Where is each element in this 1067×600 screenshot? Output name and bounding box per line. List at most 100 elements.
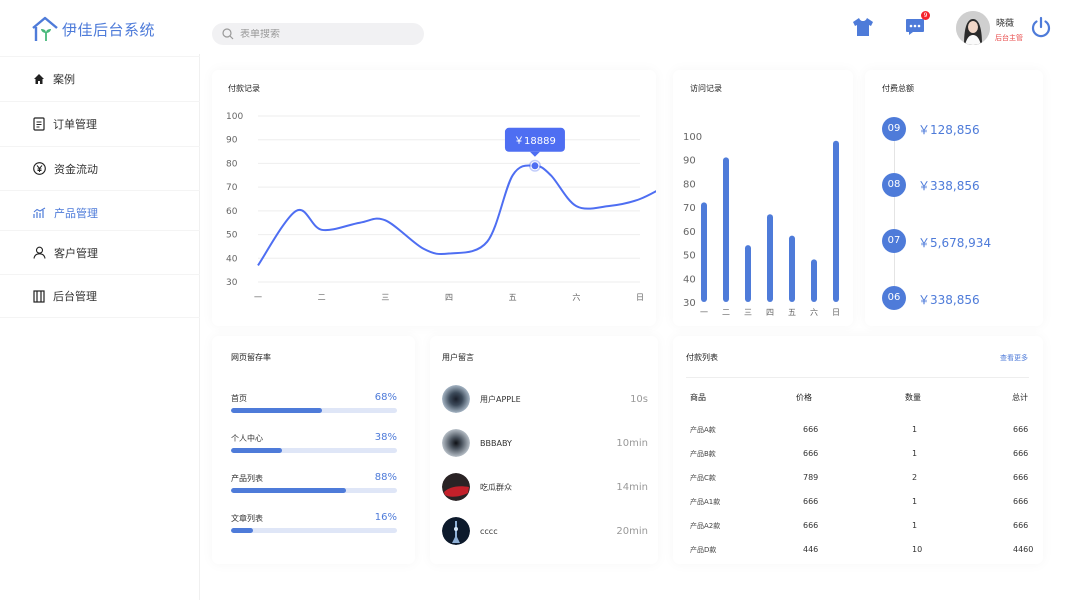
tooltip-text: ￥18889	[514, 136, 556, 147]
total-paid-title: 付费总额	[882, 84, 914, 93]
sidebar-item-label: 资金流动	[54, 162, 98, 176]
search-input[interactable]	[240, 28, 410, 40]
table-cell-product: 产品A款	[690, 426, 716, 434]
app-logo[interactable]: 伊佳后台系统	[30, 12, 190, 46]
message-item[interactable]: 吃瓜群众 14min	[442, 472, 648, 502]
document-icon	[33, 116, 45, 131]
table-cell-quantity: 10	[912, 545, 923, 554]
y-tick-label: 100	[683, 132, 702, 143]
bar[interactable]	[833, 140, 839, 302]
timeline-month-badge: 08	[882, 173, 906, 197]
y-tick-label: 30	[683, 298, 696, 309]
sidebar-item-admin[interactable]: 后台管理	[0, 274, 200, 318]
retention-progress-fill	[231, 448, 283, 453]
table-cell-price: 666	[803, 497, 819, 506]
logout-button[interactable]	[1030, 16, 1052, 38]
retention-title: 网页留存率	[231, 353, 271, 362]
chat-icon	[906, 19, 924, 35]
table-header-price: 价格	[796, 393, 812, 402]
home-icon	[34, 73, 44, 84]
retention-progress	[231, 448, 397, 453]
message-avatar	[442, 517, 470, 545]
user-photo	[956, 11, 990, 45]
timeline-amount: ￥338,856	[918, 293, 980, 307]
table-cell-product: 产品B款	[690, 450, 716, 458]
building-icon	[33, 289, 45, 303]
y-tick-label: 80	[226, 159, 238, 169]
retention-label: 文章列表	[231, 514, 263, 523]
sidebar-item-cases[interactable]: 案例	[0, 56, 200, 100]
sidebar-item-label: 后台管理	[53, 290, 97, 303]
y-tick-label: 40	[226, 254, 238, 264]
retention-progress-fill	[231, 488, 346, 493]
table-header-quantity: 数量	[905, 393, 921, 402]
theme-button[interactable]	[852, 16, 874, 38]
x-tick-label: 四	[445, 293, 453, 302]
payment-list-title: 付款列表	[686, 353, 718, 362]
visit-chart-title: 访问记录	[690, 84, 722, 93]
table-cell-quantity: 1	[912, 521, 918, 530]
message-time: 10s	[630, 393, 648, 405]
timeline-month-badge: 06	[882, 286, 906, 310]
retention-progress-fill	[231, 528, 253, 533]
y-tick-label: 70	[226, 183, 238, 193]
timeline-amount: ￥5,678,934	[918, 236, 992, 250]
table-cell-product: 产品A2款	[690, 522, 721, 530]
house-logo-icon	[32, 16, 58, 41]
sidebar-item-orders[interactable]: 订单管理	[0, 101, 200, 145]
trend-chart-icon	[33, 207, 46, 218]
tshirt-icon	[853, 18, 873, 36]
retention-progress	[231, 408, 397, 413]
y-tick-label: 50	[683, 251, 696, 262]
table-cell-total: 666	[1013, 473, 1029, 482]
series-line	[257, 164, 656, 266]
bar[interactable]	[723, 157, 729, 302]
message-user-name: 吃瓜群众	[480, 482, 512, 492]
visit-bar-chart: 30 40 50 60 70 80 90 100 一 二 三 四 五 六 日	[683, 132, 840, 317]
message-user-name: BBBABY	[480, 438, 512, 448]
sidebar-item-label: 订单管理	[53, 117, 97, 131]
app-title: 伊佳后台系统	[62, 20, 156, 39]
bar[interactable]	[745, 245, 751, 302]
timeline-month-badge: 09	[882, 117, 906, 141]
message-count-badge: 9	[921, 11, 930, 20]
sidebar-item-customers[interactable]: 客户管理	[0, 230, 200, 274]
user-name: 晓薇	[996, 19, 1015, 29]
bar[interactable]	[767, 214, 773, 302]
search-bar[interactable]	[212, 23, 424, 45]
sidebar-item-products[interactable]: 产品管理	[0, 190, 200, 234]
sidebar-item-funds[interactable]: 资金流动	[0, 146, 200, 190]
message-item[interactable]: cccc 20min	[442, 516, 648, 546]
table-cell-total: 666	[1013, 425, 1029, 434]
y-tick-label: 80	[683, 179, 696, 190]
message-item[interactable]: BBBABY 10min	[442, 428, 648, 458]
table-cell-product: 产品C款	[690, 474, 716, 482]
payment-chart-card	[212, 70, 656, 326]
highlight-point[interactable]	[530, 161, 540, 171]
messages-button[interactable]: 9	[905, 11, 930, 37]
retention-label: 产品列表	[231, 474, 263, 483]
yen-icon	[33, 162, 46, 175]
message-avatar	[442, 429, 470, 457]
bar[interactable]	[811, 259, 817, 302]
x-tick-label: 日	[636, 293, 644, 302]
message-user-name: cccc	[480, 526, 498, 536]
retention-value: 88%	[374, 472, 397, 483]
bar[interactable]	[789, 235, 795, 302]
x-tick-label: 六	[810, 307, 818, 317]
message-time: 20min	[616, 525, 648, 537]
user-avatar[interactable]	[956, 11, 990, 45]
retention-value: 68%	[374, 392, 397, 403]
retention-label: 首页	[231, 394, 247, 403]
y-tick-label: 30	[226, 278, 238, 288]
tooltip-box	[504, 127, 565, 152]
retention-value: 16%	[374, 512, 397, 523]
table-cell-total: 666	[1013, 449, 1029, 458]
timeline-amount: ￥338,856	[918, 179, 980, 193]
message-item[interactable]: 用户APPLE 10s	[442, 384, 648, 414]
retention-progress	[231, 488, 397, 493]
view-more-link[interactable]: 查看更多	[1000, 354, 1028, 362]
table-cell-price: 789	[803, 473, 819, 482]
search-icon	[222, 28, 234, 40]
bar[interactable]	[701, 202, 707, 302]
